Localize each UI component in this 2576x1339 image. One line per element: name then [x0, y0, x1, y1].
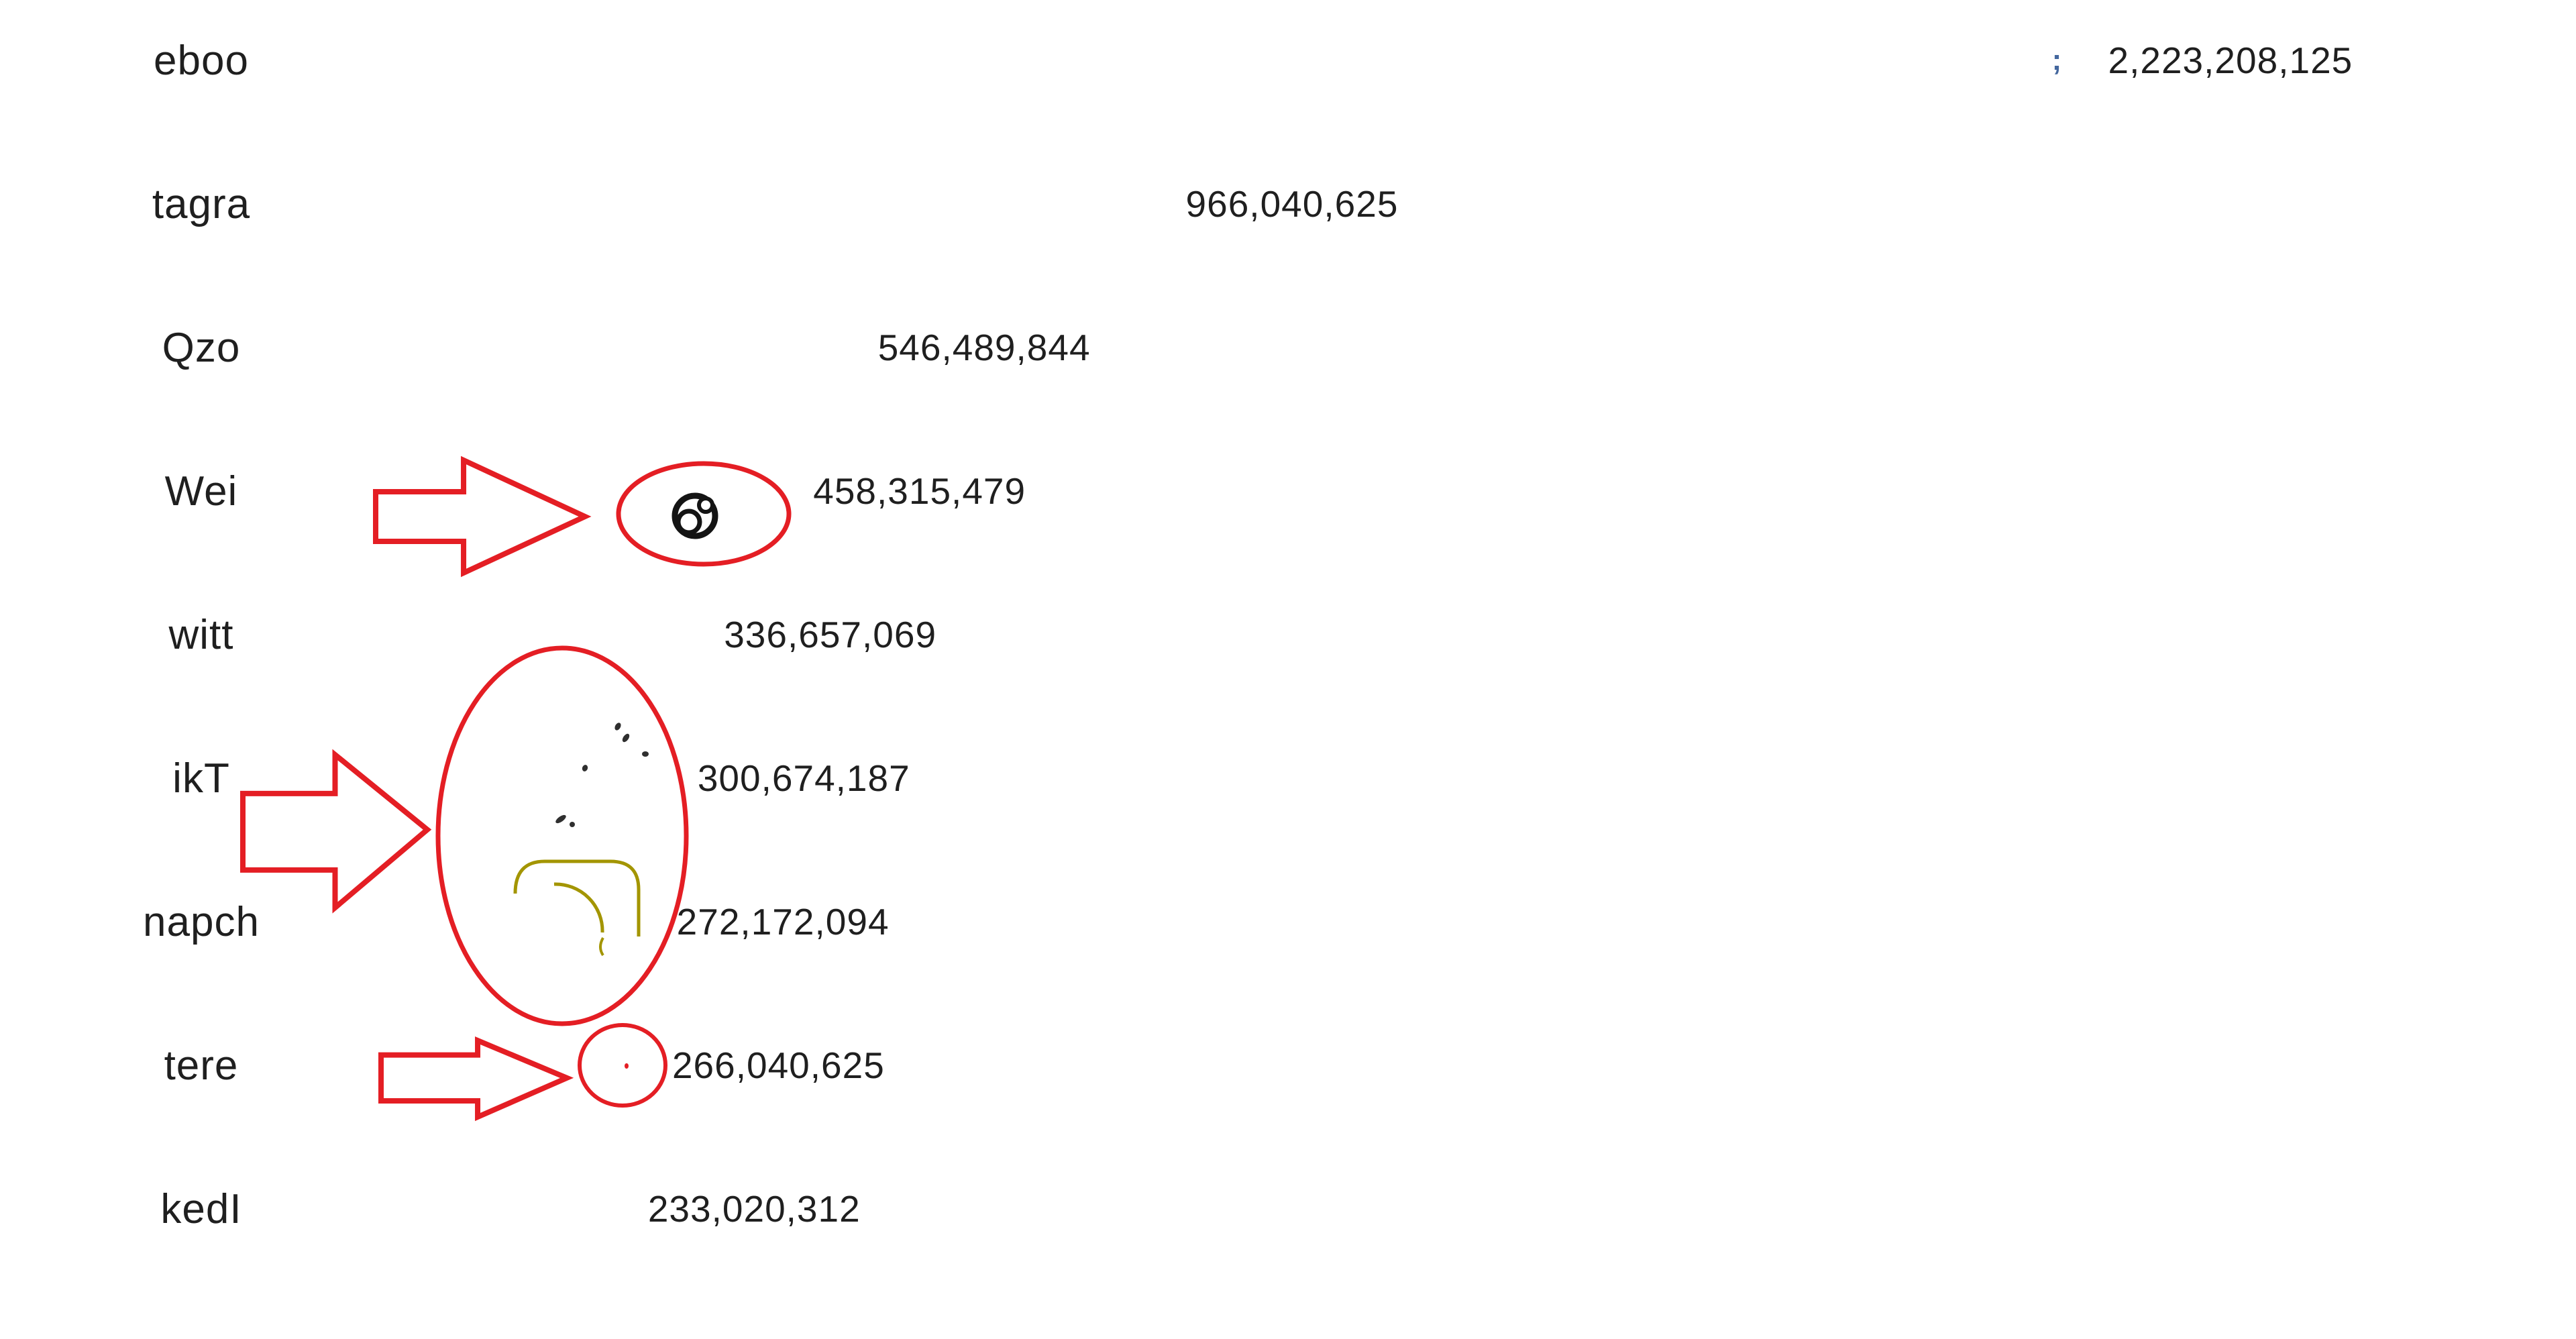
artifact-rounded-rect — [513, 859, 641, 936]
category-label: witt — [168, 611, 234, 658]
value-label: 272,172,094 — [676, 901, 890, 943]
artifact-arc — [553, 882, 604, 933]
artifact-speck — [622, 733, 630, 743]
annotation-arrow — [373, 456, 592, 578]
artifact-squiggle — [599, 937, 604, 957]
artifact-speck — [582, 765, 588, 771]
value-label: 966,040,625 — [1185, 183, 1399, 225]
tere-red-dot — [625, 1063, 629, 1069]
category-label: napch — [143, 898, 260, 945]
category-label: eboo — [154, 37, 249, 84]
semicolon-mark: ; — [2051, 44, 2062, 76]
artifact-speck — [555, 814, 566, 824]
value-label: 300,674,187 — [697, 757, 910, 799]
value-label: 458,315,479 — [813, 470, 1026, 512]
annotation-ellipse-tere — [578, 1023, 667, 1108]
value-label: 546,489,844 — [877, 327, 1091, 368]
category-label: Wei — [164, 468, 238, 515]
annotation-ellipse-wei — [616, 461, 792, 567]
category-label: kedI — [160, 1185, 242, 1232]
category-label: Qzo — [162, 324, 241, 371]
annotation-ellipse-large — [435, 645, 689, 1026]
category-label: tagra — [152, 180, 251, 227]
value-label: 336,657,069 — [724, 614, 937, 655]
artifact-speck — [614, 722, 621, 731]
ring-icon-inner-circle — [676, 508, 702, 535]
artifact-speck — [570, 822, 575, 827]
annotation-arrow — [240, 749, 432, 914]
value-label: 233,020,312 — [647, 1188, 861, 1230]
category-label: tere — [164, 1042, 239, 1089]
value-label: 2,223,208,125 — [2108, 40, 2353, 81]
value-label: 266,040,625 — [672, 1045, 885, 1086]
category-label: ikT — [172, 755, 230, 802]
ring-icon-small-circle — [697, 496, 714, 514]
artifact-speck — [642, 751, 649, 757]
annotation-arrow — [378, 1036, 574, 1122]
